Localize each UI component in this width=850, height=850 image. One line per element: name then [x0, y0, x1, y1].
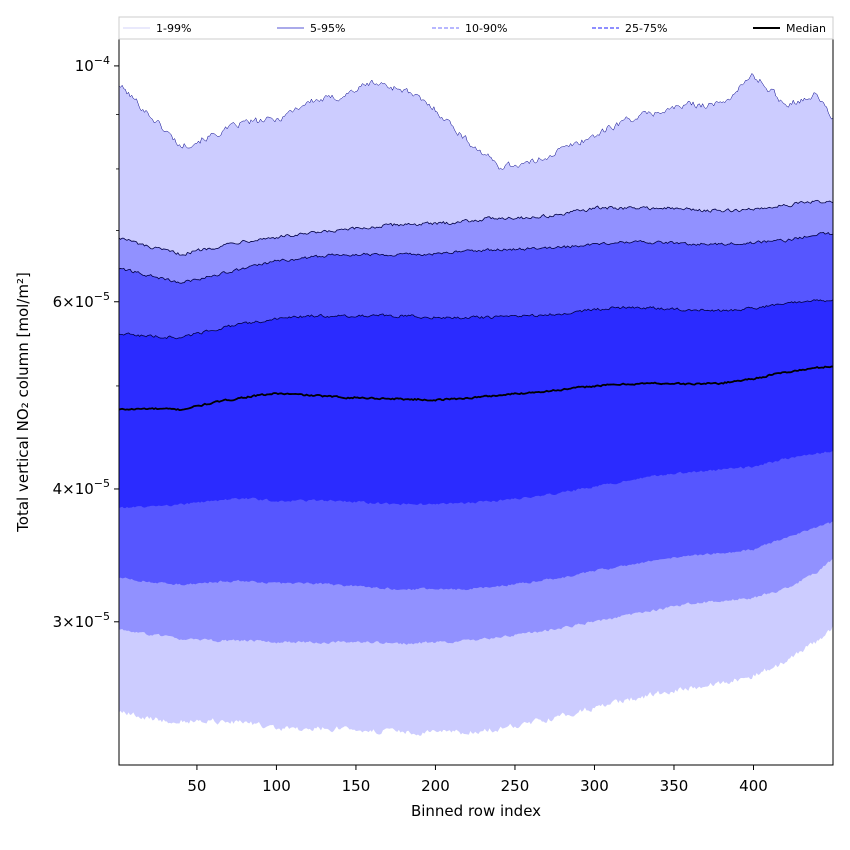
- legend-label-10-90%: 10-90%: [465, 22, 507, 35]
- band-1-99%-upper-edge: [119, 73, 833, 170]
- band-5-95%-upper-edge: [119, 199, 833, 256]
- y-tick-label: 4×10−5: [53, 477, 110, 498]
- x-tick-label-200: 200: [421, 777, 450, 795]
- legend-label-5-95%: 5-95%: [310, 22, 345, 35]
- legend-label-25-75%: 25-75%: [625, 22, 667, 35]
- legend-label-Median: Median: [786, 22, 826, 35]
- median-layer: [119, 365, 833, 411]
- x-tick-label-100: 100: [262, 777, 291, 795]
- x-tick-label-350: 350: [660, 777, 689, 795]
- y-axis-label: Total vertical NO₂ column [mol/m²]: [14, 272, 32, 533]
- legend-label-1-99%: 1-99%: [156, 22, 191, 35]
- x-tick-label-400: 400: [739, 777, 768, 795]
- x-axis: 50 100 150 200 250 300 350 400: [187, 765, 768, 795]
- y-tick-label: 3×10−5: [53, 610, 110, 631]
- x-tick-label-50: 50: [187, 777, 206, 795]
- median-line: [119, 365, 833, 411]
- legend: 1-99% 5-95% 10-90% 25-75% Median: [118, 16, 834, 40]
- y-axis: 10−4 6×10−5 4×10−5 3×10−5: [53, 54, 119, 631]
- band-10-90%-upper-edge: [119, 231, 833, 284]
- bands-layer: [119, 73, 833, 736]
- x-tick-label-150: 150: [342, 777, 371, 795]
- band-25-75%-area: [119, 299, 833, 509]
- legend-box: [118, 16, 834, 40]
- x-tick-label-300: 300: [580, 777, 609, 795]
- y-tick-label: 6×10−5: [53, 290, 110, 311]
- band-25-75%-upper-edge: [119, 299, 833, 340]
- y-tick-label: 10−4: [75, 54, 110, 75]
- x-tick-label-250: 250: [501, 777, 530, 795]
- x-axis-label: Binned row index: [411, 802, 541, 820]
